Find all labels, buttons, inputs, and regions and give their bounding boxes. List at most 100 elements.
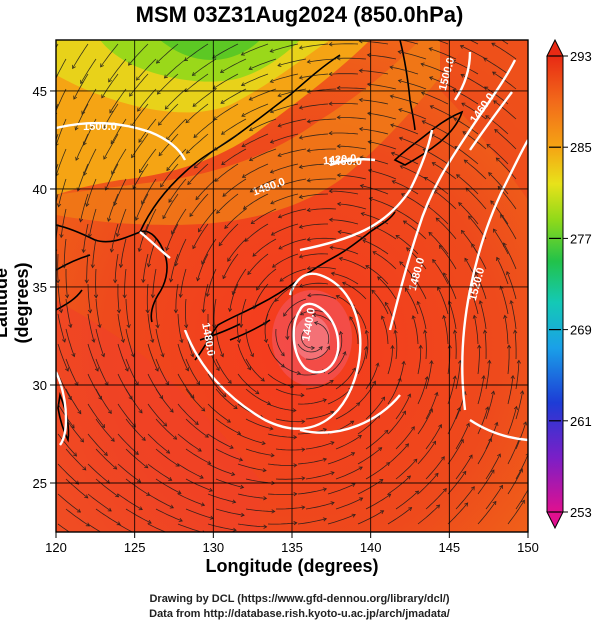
streamline-arrowhead xyxy=(131,154,135,159)
streamline-arrowhead xyxy=(375,362,380,367)
streamline-arrowhead xyxy=(423,329,428,334)
streamline-arrowhead xyxy=(350,420,355,425)
streamline-arrowhead xyxy=(201,309,206,314)
streamline xyxy=(117,493,143,510)
streamline xyxy=(299,73,329,79)
streamline-arrowhead xyxy=(186,149,191,154)
streamline xyxy=(125,508,152,524)
streamline-arrowhead xyxy=(165,246,170,252)
streamline xyxy=(417,376,428,405)
streamline xyxy=(507,468,523,495)
streamline xyxy=(192,88,217,107)
streamline-arrowhead xyxy=(107,409,112,415)
streamline-arrowhead xyxy=(158,152,163,157)
streamline xyxy=(454,330,457,360)
streamline-arrowhead xyxy=(429,105,434,110)
streamline xyxy=(485,453,501,480)
streamline xyxy=(429,76,457,90)
contour-1500-south xyxy=(299,394,401,434)
streamline-arrowhead xyxy=(101,353,106,358)
streamline xyxy=(87,493,112,512)
x-tick-label: 150 xyxy=(517,540,539,555)
streamline-arrowhead xyxy=(113,201,118,207)
streamline xyxy=(424,330,427,360)
streamline xyxy=(189,193,209,217)
streamline xyxy=(166,118,187,141)
chart-title: MSM 03Z31Aug2024 (850.0hPa) xyxy=(135,2,464,27)
streamline xyxy=(245,388,271,405)
y-tick-label: 25 xyxy=(33,476,47,491)
streamline xyxy=(270,103,299,113)
streamline-arrowhead xyxy=(407,393,412,398)
streamline xyxy=(514,330,517,360)
streamline-arrowhead xyxy=(389,65,394,70)
streamline-arrowhead xyxy=(328,130,333,136)
streamline-arrowhead xyxy=(103,451,108,456)
streamline xyxy=(339,257,367,270)
streamline xyxy=(477,438,492,465)
streamline-arrowhead xyxy=(101,94,106,99)
streamline xyxy=(222,178,247,197)
streamline xyxy=(236,313,240,343)
streamline xyxy=(365,396,385,420)
streamline xyxy=(232,268,247,295)
streamline xyxy=(207,314,212,343)
streamline xyxy=(515,489,528,510)
streamline xyxy=(371,289,389,315)
streamline xyxy=(431,134,457,150)
streamline-arrowhead xyxy=(372,380,376,385)
streamline xyxy=(95,388,112,414)
streamline-arrowhead xyxy=(306,207,311,213)
streamline-arrowhead xyxy=(301,476,306,481)
streamline-arrowhead xyxy=(263,524,268,529)
streamline xyxy=(297,399,327,405)
colorbar-bottom-arrow xyxy=(546,511,564,530)
streamline-arrowhead xyxy=(459,438,464,444)
streamline xyxy=(198,208,217,233)
streamline-arrowhead xyxy=(73,95,78,100)
streamline-arrowhead xyxy=(499,484,503,489)
streamline xyxy=(75,133,89,161)
streamline-arrowhead xyxy=(138,409,143,414)
streamline xyxy=(213,103,239,121)
streamline xyxy=(368,141,397,150)
streamline-arrowhead xyxy=(328,42,333,47)
streamline-arrowhead xyxy=(72,64,76,70)
streamline-arrowhead xyxy=(458,202,463,207)
streamline xyxy=(417,441,436,465)
streamline-arrowhead xyxy=(400,193,406,198)
streamline xyxy=(314,322,330,345)
streamline xyxy=(430,105,457,120)
streamline-arrowhead xyxy=(399,165,404,170)
streamline-arrowhead xyxy=(150,338,155,344)
streamline xyxy=(207,433,234,449)
streamline xyxy=(387,410,406,435)
streamline-arrowhead xyxy=(298,45,303,50)
streamline xyxy=(359,128,389,135)
contour-1520-east xyxy=(461,139,528,411)
streamline-arrowhead xyxy=(168,477,173,481)
streamline xyxy=(297,488,327,495)
streamline-arrowhead xyxy=(342,351,347,356)
streamline-arrowhead xyxy=(306,59,311,64)
streamline-arrowhead xyxy=(493,228,497,233)
streamline-arrowhead xyxy=(365,265,370,269)
streamline-arrowhead xyxy=(525,453,528,456)
streamline xyxy=(245,418,273,430)
streamline-arrowhead xyxy=(516,359,521,364)
streamline-arrowhead xyxy=(190,353,195,358)
streamline xyxy=(237,343,251,370)
streamline-arrowhead xyxy=(296,370,301,376)
streamline-arrowhead xyxy=(337,229,342,235)
streamline-arrowhead xyxy=(126,324,131,329)
streamline xyxy=(186,133,209,154)
streamline-arrowhead xyxy=(322,427,328,433)
streamline-arrowhead xyxy=(360,212,365,217)
streamline xyxy=(81,88,97,115)
streamline-arrowhead xyxy=(384,429,389,434)
streamline xyxy=(184,43,209,62)
streamline-arrowhead xyxy=(398,136,403,141)
streamline xyxy=(177,493,205,506)
streamline xyxy=(486,144,509,165)
streamline xyxy=(152,268,157,298)
